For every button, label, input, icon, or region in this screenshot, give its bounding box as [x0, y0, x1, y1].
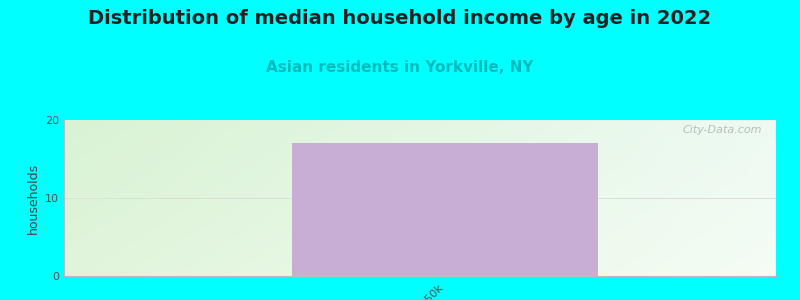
Text: City-Data.com: City-Data.com [682, 125, 762, 135]
Text: Distribution of median household income by age in 2022: Distribution of median household income … [89, 9, 711, 28]
Bar [292, 143, 598, 276]
Y-axis label: households: households [26, 162, 39, 234]
Text: Asian residents in Yorkville, NY: Asian residents in Yorkville, NY [266, 60, 534, 75]
